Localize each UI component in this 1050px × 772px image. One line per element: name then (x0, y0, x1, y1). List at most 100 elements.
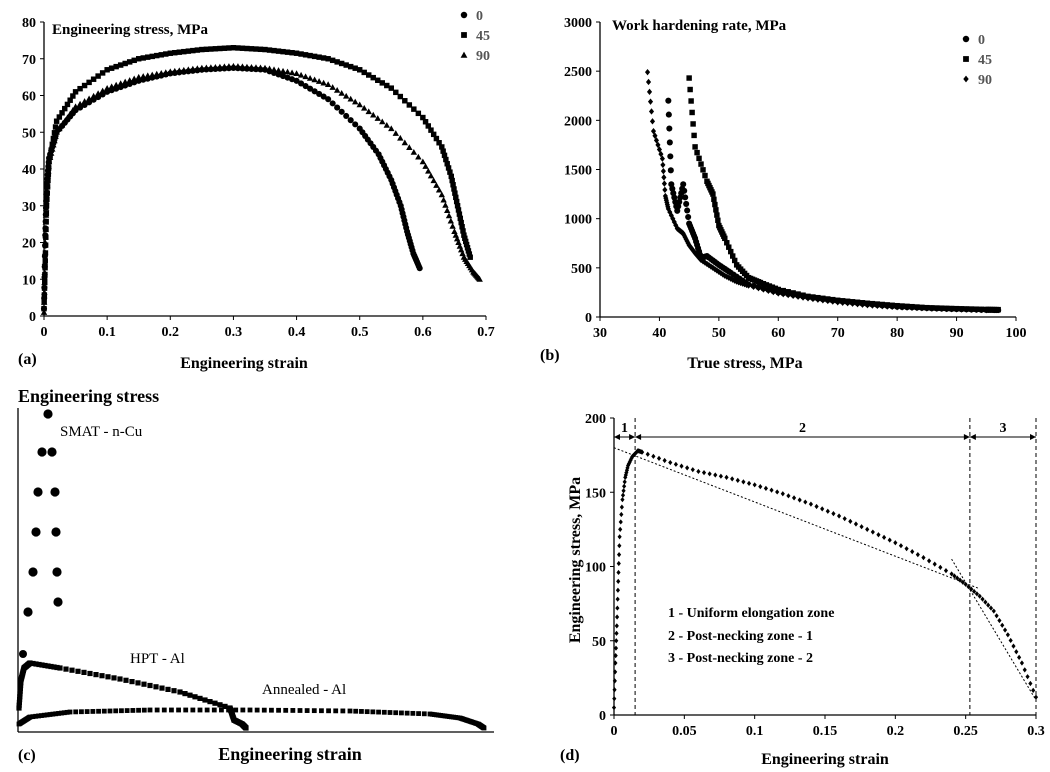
y-tick-label: 10 (22, 273, 36, 288)
data-point (45, 663, 51, 669)
data-point (42, 242, 49, 248)
data-point (904, 546, 909, 552)
data-point (621, 488, 626, 494)
data-point (217, 702, 223, 708)
data-point (208, 46, 214, 52)
data-point (41, 269, 48, 275)
data-point (667, 167, 674, 174)
data-point (126, 77, 133, 83)
data-point (347, 95, 354, 102)
data-point (36, 713, 41, 719)
data-point (51, 527, 61, 537)
data-point (235, 45, 241, 51)
data-point (889, 303, 895, 311)
data-point (419, 158, 427, 165)
data-point (618, 519, 623, 525)
data-point (645, 78, 652, 86)
data-point (69, 107, 77, 113)
data-point (36, 661, 42, 668)
data-point (16, 699, 22, 705)
data-point (702, 259, 708, 266)
data-point (307, 52, 313, 59)
data-point (90, 709, 96, 714)
data-point (353, 708, 359, 714)
data-point (978, 306, 984, 314)
data-point (820, 297, 826, 304)
data-point (760, 286, 766, 293)
data-point (44, 182, 51, 188)
data-point (791, 495, 797, 501)
panel-c-title: Engineering stress (18, 386, 159, 406)
data-point (222, 703, 228, 709)
data-point (95, 73, 101, 79)
data-point (974, 591, 979, 597)
data-point (81, 669, 87, 675)
data-point (800, 294, 806, 301)
data-point (145, 54, 151, 60)
y-tick-label: 80 (22, 16, 36, 31)
data-point (42, 662, 48, 669)
data-point (254, 707, 260, 713)
data-point (859, 301, 866, 308)
data-point (428, 127, 434, 133)
data-point (16, 702, 22, 708)
data-point (620, 497, 625, 503)
data-point (708, 263, 714, 270)
data-point (439, 144, 445, 150)
data-point (706, 262, 712, 269)
data-point (33, 487, 43, 497)
data-point (72, 89, 79, 95)
data-point (694, 149, 700, 156)
data-point (441, 152, 448, 159)
data-point (194, 65, 201, 72)
series-0 (40, 64, 423, 312)
data-point (724, 240, 730, 246)
data-point (701, 470, 707, 476)
data-point (275, 48, 282, 54)
data-point (302, 73, 309, 80)
data-point (915, 552, 920, 558)
data-point (334, 59, 340, 65)
y-tick-label: 50 (592, 635, 606, 650)
data-point (894, 303, 900, 311)
data-point (41, 279, 48, 285)
data-point (696, 155, 702, 162)
data-point (919, 304, 925, 312)
data-point (69, 667, 75, 673)
zone-legend-line-3: 3 - Post-necking zone - 2 (668, 651, 813, 666)
data-point (932, 561, 937, 567)
data-point (52, 124, 59, 130)
data-point (453, 194, 459, 201)
data-point (696, 468, 701, 475)
data-point (661, 180, 667, 187)
data-point (614, 638, 619, 644)
data-point (43, 203, 50, 209)
panel-d-ylabel: Engineering stress, MPa (567, 477, 584, 643)
data-point (261, 64, 269, 71)
data-point (51, 664, 57, 670)
trend-line-zone-2 (613, 447, 980, 590)
data-point (316, 54, 322, 60)
data-point (651, 453, 656, 459)
data-point (665, 97, 672, 104)
x-tick-label: 70 (831, 326, 845, 341)
data-point (279, 67, 287, 74)
data-point (820, 506, 825, 512)
data-point (192, 694, 198, 700)
data-point (455, 207, 462, 213)
data-point (81, 98, 88, 104)
data-point (169, 707, 174, 713)
data-point (893, 540, 898, 546)
data-point (949, 305, 955, 313)
data-point (445, 212, 453, 219)
data-point (924, 305, 930, 312)
data-point (42, 239, 49, 246)
data-point (440, 196, 447, 203)
data-point (53, 597, 63, 607)
data-point (775, 286, 782, 293)
y-tick-label: 40 (22, 163, 36, 178)
zone-legend-line-1: 1 - Uniform elongation zone (668, 606, 834, 621)
data-point (261, 707, 267, 713)
data-point (180, 66, 188, 73)
data-point (433, 135, 440, 142)
